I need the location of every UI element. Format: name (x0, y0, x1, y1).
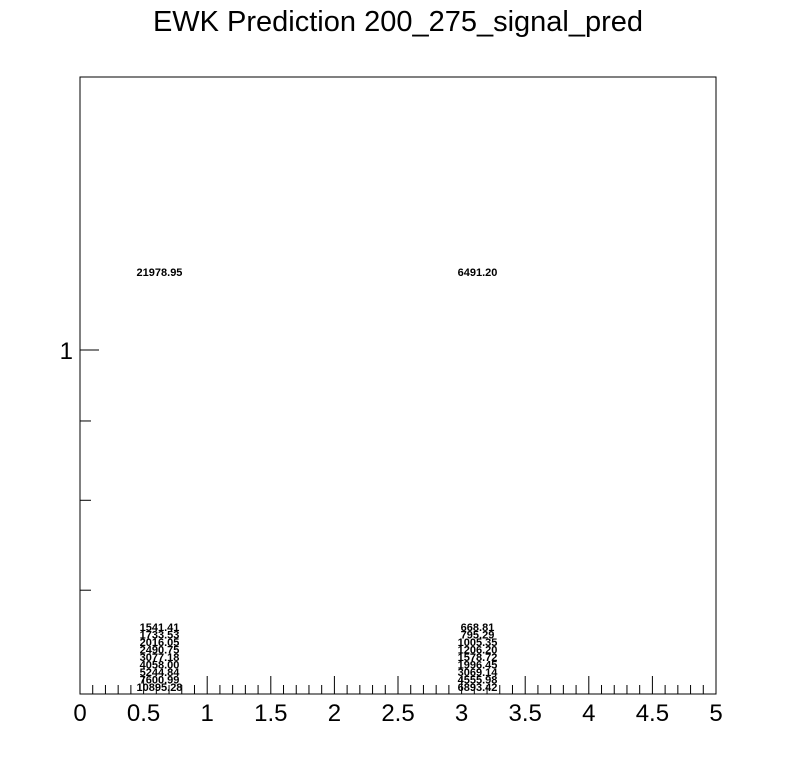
x-tick-label: 1.5 (254, 700, 287, 727)
x-tick-label: 0.5 (127, 700, 160, 727)
data-label: 1541.41 (140, 622, 180, 634)
x-tick-label: 2 (328, 700, 341, 727)
data-label: 4058.00 (140, 660, 180, 672)
data-label: 1996.45 (458, 660, 498, 672)
plot-frame (79, 76, 717, 695)
x-tick-label: 4 (582, 700, 595, 727)
data-label: 1005.35 (458, 637, 498, 649)
x-tick-label: 4.5 (636, 700, 669, 727)
y-tick-label: 1 (60, 338, 73, 365)
data-label: 4555.98 (458, 675, 498, 687)
x-tick-label: 0 (73, 700, 86, 727)
data-label: 10895.28 (137, 682, 183, 694)
data-label: 795.29 (461, 630, 495, 642)
x-tick-label: 3 (455, 700, 468, 727)
data-labels: 21978.95 1541.411733.532016.052490.753077… (137, 267, 499, 694)
data-label: 1578.72 (458, 652, 498, 664)
data-label: 3069.14 (458, 667, 499, 679)
y-axis: 1 (60, 338, 99, 591)
data-label: 2016.05 (140, 637, 180, 649)
data-label: 1206.20 (458, 645, 498, 657)
data-label: 2490.75 (140, 645, 180, 657)
data-label: 6491.20 (458, 267, 498, 279)
data-label: 668.81 (461, 622, 495, 634)
chart-title: EWK Prediction 200_275_signal_pred (152, 6, 644, 38)
x-tick-label: 5 (709, 700, 722, 727)
data-label: 6893.42 (458, 682, 498, 694)
x-tick-label: 3.5 (509, 700, 542, 727)
x-tick-label: 2.5 (381, 700, 414, 727)
data-label: 7600.99 (140, 675, 180, 687)
data-label: 21978.95 (137, 267, 183, 279)
data-label: 5244.84 (140, 667, 181, 679)
x-tick-label: 1 (201, 700, 214, 727)
data-label: 1733.53 (140, 630, 180, 642)
data-label: 3077.18 (140, 652, 180, 664)
x-axis: 0 0.5 1 1.5 2 2.5 3 3.5 4 4.5 5 (73, 676, 723, 727)
